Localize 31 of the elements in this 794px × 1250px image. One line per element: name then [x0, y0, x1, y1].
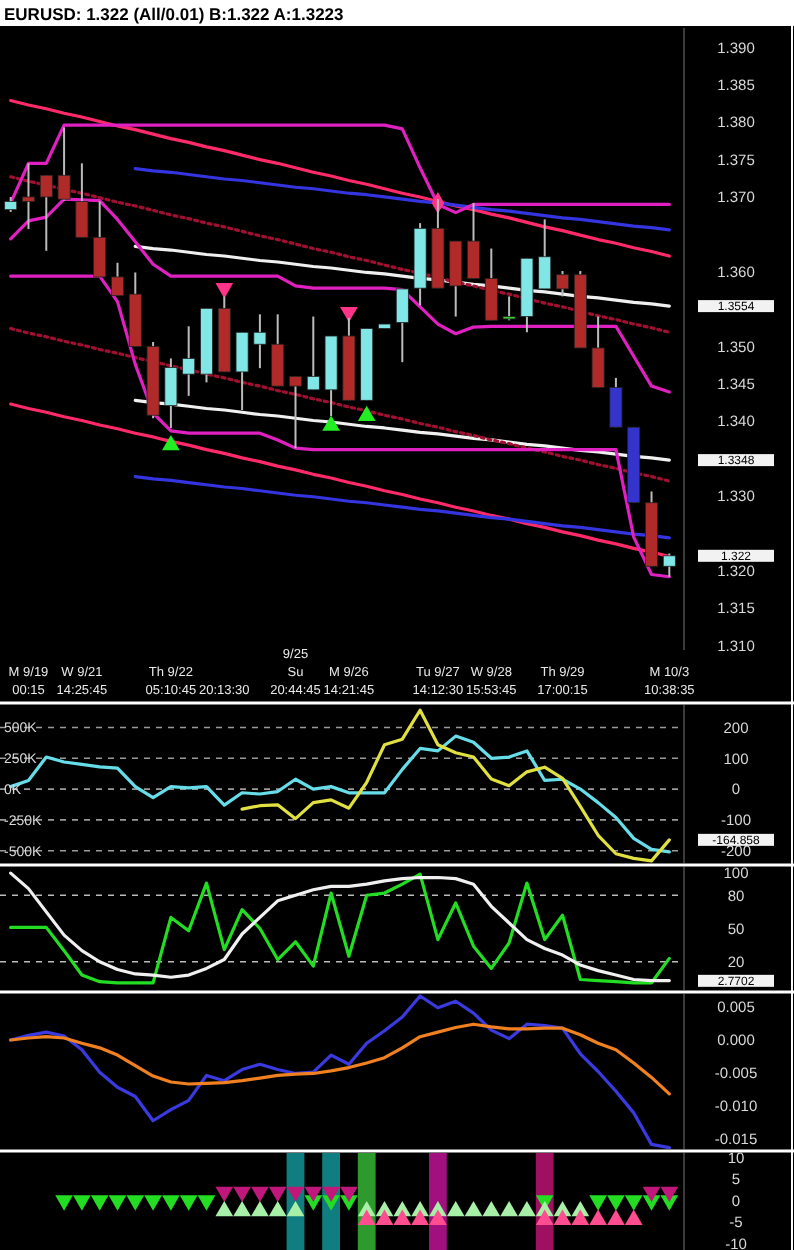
line-series: [133, 166, 671, 232]
candlestick: [395, 287, 409, 364]
candlestick: [164, 357, 178, 429]
candlestick: [111, 261, 124, 297]
candlestick: [538, 218, 552, 290]
candlestick: [467, 201, 480, 280]
candlestick: [22, 162, 35, 231]
candlestick: [93, 200, 107, 278]
candlestick: [289, 375, 302, 450]
line-series: [9, 326, 671, 483]
candlestick: [662, 552, 676, 578]
line-series: [9, 994, 671, 1149]
candlestick: [271, 313, 285, 388]
candlestick: [75, 162, 89, 239]
candlestick: [306, 315, 320, 391]
candlestick: [591, 315, 605, 389]
candlestick: [39, 174, 53, 252]
candlestick: [449, 240, 463, 318]
line-series: [9, 175, 671, 334]
candlestick: [253, 313, 267, 370]
candlestick: [609, 376, 623, 429]
line-series: [133, 474, 671, 540]
candlestick: [182, 325, 196, 397]
candlestick: [484, 247, 498, 322]
candlestick: [57, 126, 71, 202]
line-series: [240, 708, 671, 863]
candlestick: [235, 331, 249, 412]
candlestick: [556, 269, 569, 298]
chart-title: EURUSD: 1.322 (All/0.01) B:1.322 A:1.3223: [4, 4, 345, 24]
line-series: [9, 1022, 671, 1096]
line-series: [9, 98, 671, 258]
